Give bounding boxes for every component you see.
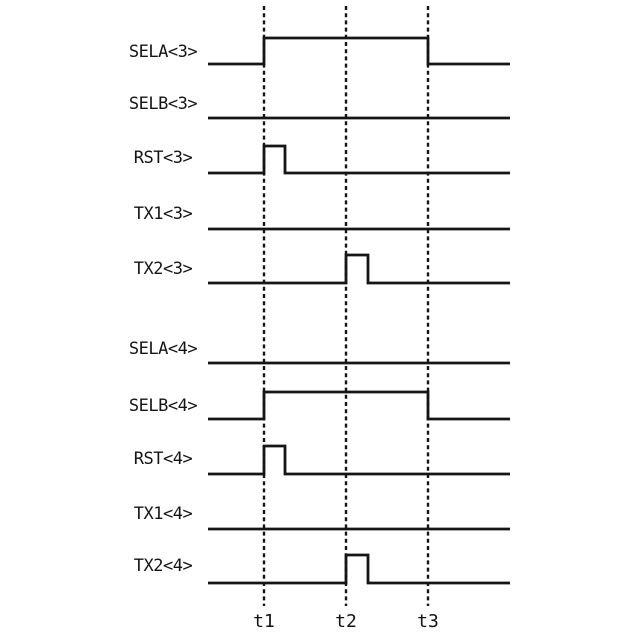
signal-label-TX13: TX1<3>	[133, 204, 193, 224]
signal-label-TX14: TX1<4>	[133, 504, 193, 524]
signal-label-RST4: RST<4>	[133, 449, 193, 469]
signal-label-SELA4: SELA<4>	[128, 339, 198, 359]
waveform-SELA3	[208, 36, 510, 66]
time-marker-label-t2: t2	[335, 611, 357, 632]
signal-label-SELA3: SELA<3>	[128, 42, 198, 62]
signal-label-SELB3: SELB<3>	[128, 94, 198, 114]
time-marker-label-t1: t1	[253, 611, 275, 632]
waveform-RST3	[208, 144, 510, 175]
waveform-TX24	[208, 553, 510, 585]
signal-label-TX24: TX2<4>	[133, 556, 193, 576]
waveform-SELB4	[208, 390, 510, 421]
signal-label-SELB4: SELB<4>	[128, 396, 198, 416]
signal-label-TX23: TX2<3>	[133, 259, 193, 279]
time-marker-label-t3: t3	[417, 611, 439, 632]
signal-label-RST3: RST<3>	[133, 148, 193, 168]
waveform-RST4	[208, 444, 510, 476]
waveform-TX23	[208, 253, 510, 285]
